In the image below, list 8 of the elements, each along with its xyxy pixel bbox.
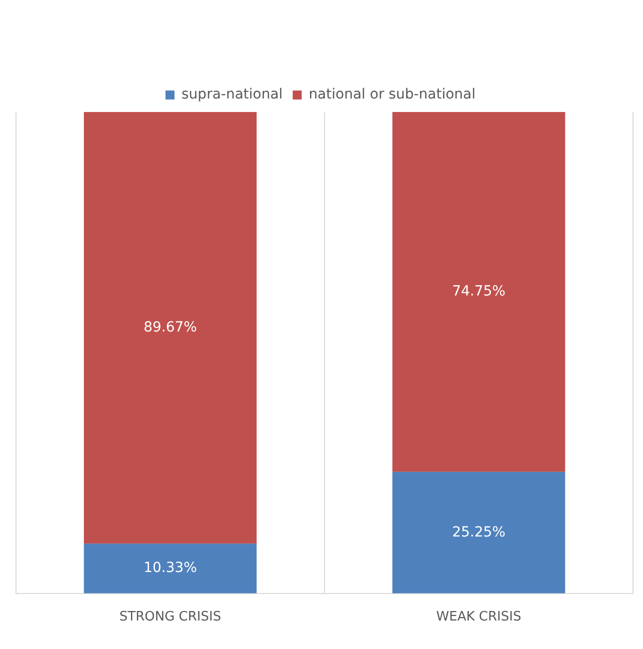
data-label: 74.75% (452, 284, 506, 300)
x-tick-label: STRONG CRISIS (119, 610, 222, 625)
data-label: 10.33% (144, 560, 197, 576)
legend-label: national or sub-national (308, 86, 476, 103)
data-label: 25.25% (452, 524, 506, 540)
data-label: 89.67% (144, 319, 197, 336)
legend-label: supra-national (182, 86, 283, 103)
x-tick-label: WEAK CRISIS (436, 610, 522, 625)
